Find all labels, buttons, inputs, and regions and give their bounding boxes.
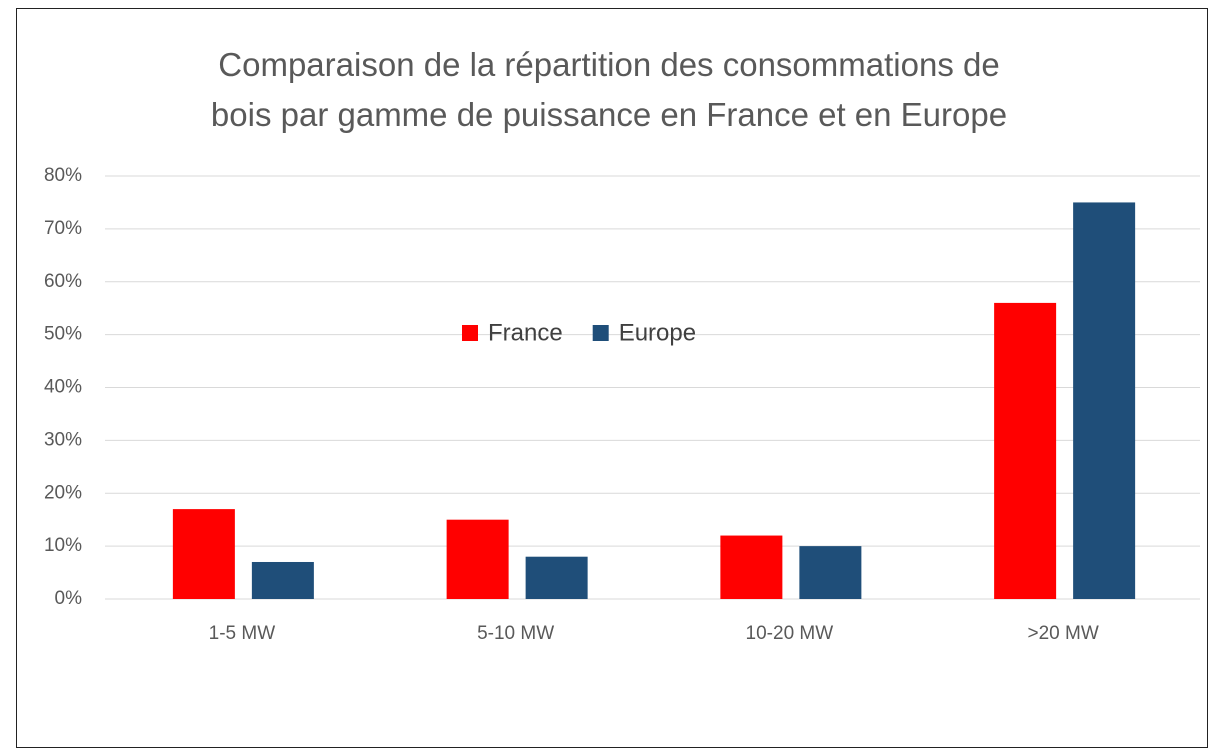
y-tick-label: 80%: [44, 165, 82, 186]
legend-label: France: [488, 319, 563, 346]
y-tick-label: 40%: [44, 377, 82, 398]
x-tick-label: 10-20 MW: [746, 623, 834, 644]
x-tick-label: 1-5 MW: [209, 623, 276, 644]
chart-title: Comparaison de la répartition des consom…: [210, 46, 1008, 133]
y-tick-label: 50%: [44, 324, 82, 345]
y-tick-label: 60%: [44, 271, 82, 292]
bar: [799, 546, 862, 599]
y-tick-label: 10%: [44, 535, 82, 556]
bar: [1073, 202, 1136, 599]
legend: France Europe: [462, 319, 696, 346]
legend-swatch: [592, 325, 609, 341]
legend-label: Europe: [619, 319, 696, 346]
bar: [251, 561, 314, 599]
x-tick-label: 5-10 MW: [477, 623, 554, 644]
x-tick-label: >20 MW: [1027, 623, 1098, 644]
legend-swatch: [462, 325, 478, 341]
bar: [172, 509, 235, 599]
y-tick-label: 70%: [44, 218, 82, 239]
bar: [994, 302, 1057, 599]
y-tick-label: 0%: [55, 588, 83, 609]
y-tick-label: 20%: [44, 482, 82, 503]
y-tick-label: 30%: [44, 429, 82, 450]
bar: [446, 519, 509, 599]
bar: [720, 535, 783, 599]
bar: [525, 556, 588, 599]
